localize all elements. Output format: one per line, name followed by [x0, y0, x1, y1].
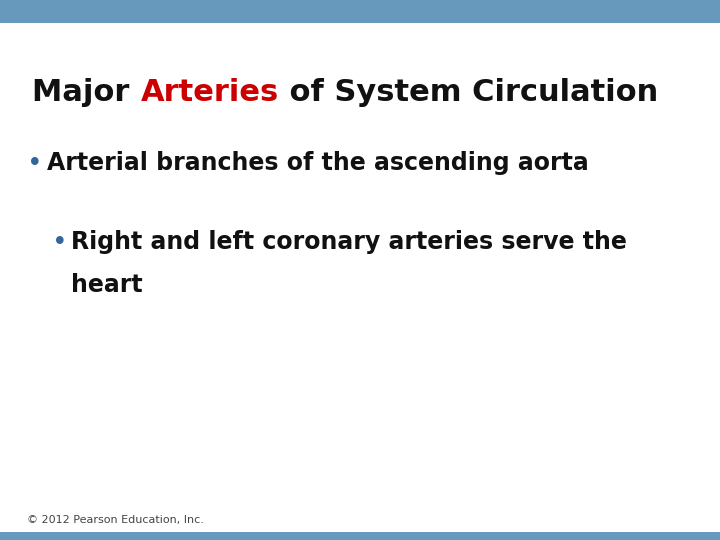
Text: Right and left coronary arteries serve the: Right and left coronary arteries serve t… — [71, 230, 627, 253]
Bar — [0, 0, 720, 23]
Text: © 2012 Pearson Education, Inc.: © 2012 Pearson Education, Inc. — [27, 515, 204, 525]
Text: heart: heart — [71, 273, 143, 296]
Text: Arteries: Arteries — [140, 78, 279, 107]
Text: •: • — [52, 230, 68, 255]
Text: Arterial branches of the ascending aorta: Arterial branches of the ascending aorta — [47, 151, 588, 175]
Bar — [0, 532, 720, 540]
Text: of System Circulation: of System Circulation — [279, 78, 658, 107]
Text: Major: Major — [32, 78, 140, 107]
Text: •: • — [27, 151, 43, 177]
